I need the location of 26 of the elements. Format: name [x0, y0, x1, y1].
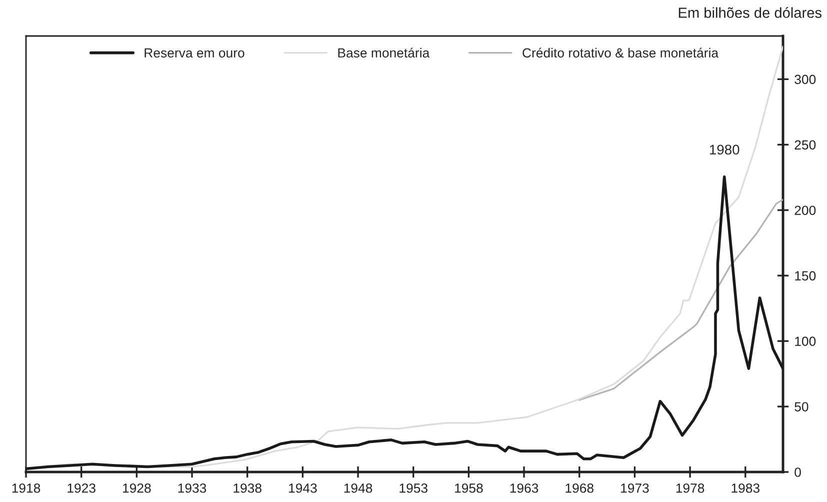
y-tick-label: 250: [794, 140, 816, 150]
y-tick-label: 0: [794, 468, 801, 477]
x-tick-label: 1928: [123, 483, 151, 493]
x-tick-label: 1978: [676, 483, 704, 493]
annotation: 1980: [710, 144, 740, 155]
legend-label: Crédito rotativo & base monetária: [522, 48, 719, 58]
y-tick-label: 150: [795, 271, 816, 281]
y-axis-title: Em bilhões de dólares: [678, 7, 822, 18]
y-tick-label: 200: [794, 206, 816, 216]
y-tick-label: 300: [794, 74, 816, 84]
x-tick-label: 1933: [178, 483, 206, 493]
x-tick-label: 1918: [12, 483, 40, 493]
x-tick-label: 1948: [344, 483, 372, 493]
x-tick-label: 1968: [566, 483, 594, 493]
x-tick-label: 1943: [289, 483, 317, 493]
x-tick-label: 1938: [234, 483, 262, 493]
x-tick-label: 1973: [621, 483, 649, 493]
legend-label: Base monetária: [338, 48, 430, 58]
x-tick-label: 1983: [732, 483, 760, 493]
x-tick-label: 1953: [400, 483, 428, 493]
x-tick-label: 1923: [68, 483, 96, 493]
y-tick-label: 100: [795, 336, 816, 346]
legend-label: Reserva em ouro: [144, 48, 244, 58]
y-tick-label: 50: [794, 402, 808, 412]
x-tick-label: 1958: [455, 483, 483, 493]
x-tick-label: 1963: [510, 483, 538, 493]
